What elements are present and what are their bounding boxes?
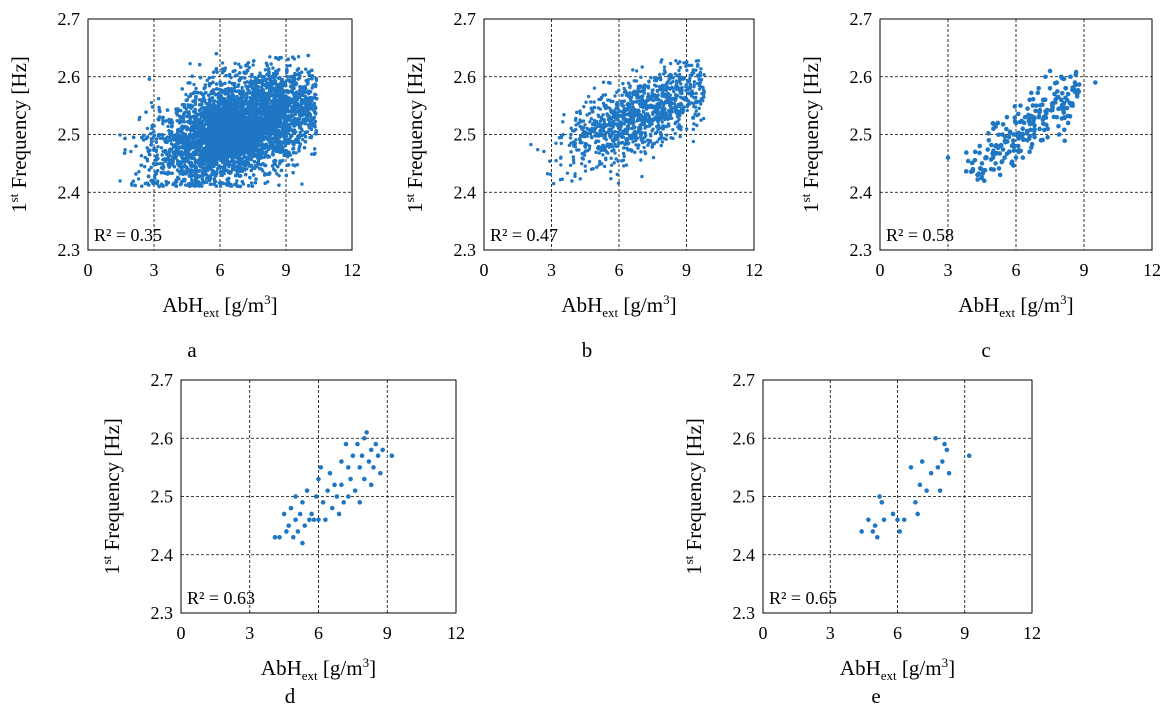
data-point [277, 173, 281, 178]
data-point [309, 152, 314, 156]
data-point [237, 62, 241, 66]
data-point [193, 102, 198, 106]
data-point [145, 126, 150, 131]
data-point [262, 155, 267, 159]
data-point [156, 96, 161, 101]
data-point [154, 140, 159, 144]
data-point [312, 147, 317, 151]
data-point [150, 126, 154, 131]
data-point [301, 137, 305, 142]
data-point [136, 177, 141, 181]
data-point [312, 92, 317, 96]
data-point [149, 137, 154, 141]
data-point [306, 123, 311, 127]
data-point [243, 76, 247, 80]
data-point [247, 65, 252, 70]
x-tick-label: 12 [343, 260, 361, 280]
data-point [297, 149, 301, 153]
y-tick-label: 2.7 [58, 9, 81, 29]
data-point [137, 170, 141, 174]
data-point [296, 55, 301, 59]
data-point [259, 167, 264, 171]
data-point [184, 92, 188, 97]
y-tick-label: 2.4 [58, 182, 81, 202]
x-tick-label: 6 [216, 260, 225, 280]
data-point [290, 158, 294, 162]
data-point [157, 105, 161, 110]
data-point [118, 179, 122, 183]
data-point [167, 120, 172, 125]
data-point [160, 153, 164, 157]
data-point [189, 178, 194, 182]
y-tick-label: 2.5 [58, 125, 81, 145]
data-point [251, 63, 255, 67]
data-point [212, 164, 216, 169]
data-point [152, 146, 156, 150]
data-point [194, 86, 198, 91]
data-point [139, 154, 144, 158]
data-point [215, 167, 220, 171]
y-tick-label: 2.6 [58, 67, 81, 87]
data-point [233, 61, 237, 66]
data-point [118, 133, 122, 137]
data-point [175, 119, 179, 123]
data-point [266, 180, 270, 184]
data-point [156, 179, 160, 183]
data-point [218, 184, 223, 188]
data-point [303, 67, 308, 71]
data-point [184, 110, 188, 114]
data-point [263, 68, 268, 72]
data-point [129, 149, 133, 154]
data-point [166, 124, 170, 129]
data-point [156, 144, 160, 149]
data-point [268, 55, 272, 59]
data-point [235, 179, 239, 183]
data-point [137, 115, 142, 120]
data-point [269, 62, 273, 66]
data-point [275, 172, 279, 176]
data-point [280, 78, 285, 82]
data-point [161, 122, 165, 126]
data-point [313, 119, 318, 124]
data-point [192, 82, 196, 87]
data-point [220, 61, 225, 65]
data-point [188, 61, 192, 66]
data-point [149, 100, 154, 105]
data-point [249, 181, 254, 185]
data-point [168, 154, 172, 158]
scatter-points [118, 51, 319, 189]
data-point [244, 84, 248, 88]
data-point [271, 66, 275, 70]
data-point [153, 176, 157, 181]
data-point [300, 182, 304, 186]
data-point [258, 71, 262, 75]
data-point [123, 148, 127, 152]
data-point [159, 145, 164, 150]
data-point [271, 167, 276, 171]
x-tick-label: 3 [150, 260, 159, 280]
data-point [288, 63, 292, 68]
y-tick-label: 2.3 [58, 240, 81, 260]
x-tick-label: 0 [84, 260, 93, 280]
x-tick-label: 9 [282, 260, 291, 280]
data-point [168, 138, 173, 143]
data-point [200, 99, 204, 103]
data-point [240, 85, 244, 90]
